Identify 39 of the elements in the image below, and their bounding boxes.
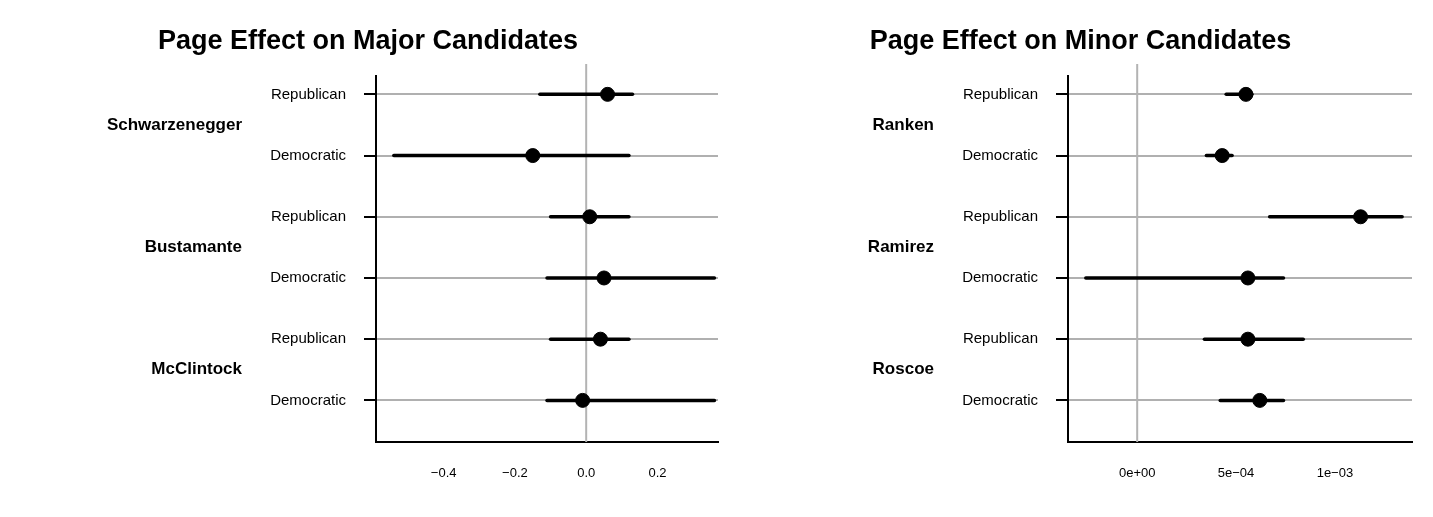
y-tick-label: Republican	[270, 329, 346, 347]
y-tick-label: Republican	[962, 206, 1038, 224]
point	[525, 148, 541, 164]
y-tick-label: Democratic	[962, 268, 1039, 286]
x-tick-label: 1e−03	[1316, 465, 1354, 481]
point	[600, 86, 616, 102]
y-tick-label: Democratic	[270, 268, 347, 286]
point	[592, 331, 608, 347]
x-tick-label: 0e+00	[1118, 465, 1156, 481]
y-tick-label: Democratic	[962, 145, 1039, 163]
y-tick-label: Republican	[962, 84, 1038, 102]
point	[1214, 148, 1230, 164]
x-tick-label: 0.2	[648, 465, 667, 481]
text: Bustamante	[144, 237, 242, 257]
text: Roscoe	[872, 359, 934, 379]
y-tick-label: Republican	[270, 206, 346, 224]
point	[1240, 270, 1256, 286]
point	[1353, 209, 1369, 225]
y-tick-label: Democratic	[270, 390, 347, 408]
y-tick-label: Democratic	[962, 390, 1039, 408]
point	[582, 209, 598, 225]
point	[1240, 331, 1256, 347]
text: Ramirez	[867, 237, 934, 257]
chart-title: Page Effect on Minor Candidates	[869, 25, 1292, 56]
point	[575, 392, 591, 408]
y-tick-label: Democratic	[270, 145, 347, 163]
text: Ranken	[872, 114, 934, 134]
x-tick-label: −0.2	[502, 465, 528, 481]
chart-title: Page Effect on Major Candidates	[157, 25, 579, 56]
text: McClintock	[151, 359, 243, 379]
point	[596, 270, 612, 286]
point	[1252, 392, 1268, 408]
point	[1238, 86, 1254, 102]
text: Schwarzenegger	[106, 114, 243, 134]
x-tick-label: −0.4	[430, 465, 457, 481]
x-tick-label: 5e−04	[1217, 465, 1255, 481]
y-tick-label: Republican	[270, 84, 346, 102]
x-tick-label: 0.0	[577, 465, 596, 481]
y-tick-label: Republican	[962, 329, 1038, 347]
